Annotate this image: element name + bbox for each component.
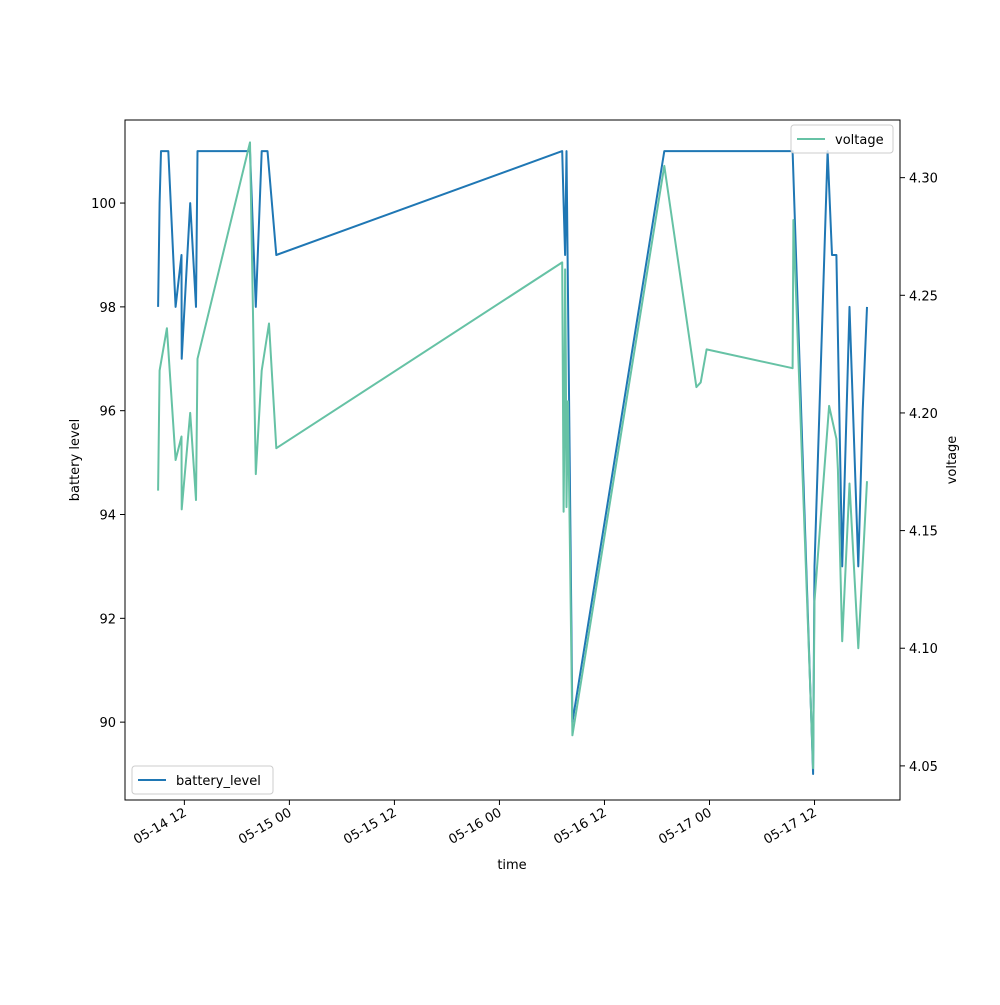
plot-frame: [124, 119, 901, 801]
y-right-tick-label: 4.10: [909, 642, 938, 657]
y-left-tick-label: 100: [91, 197, 116, 212]
legend-voltage: voltage: [790, 124, 894, 154]
legend-battery-level: battery_level: [131, 765, 274, 795]
x-tick-label: 05-15 12: [341, 805, 399, 847]
y-left-tick-label: 92: [99, 612, 116, 627]
y-left-tick-label: 96: [99, 405, 116, 420]
y-left-tick-label: 90: [99, 716, 116, 731]
x-axis-label: time: [497, 858, 526, 873]
y-axis-label-right: voltage: [945, 436, 960, 485]
y-left-tick-label: 94: [99, 509, 116, 524]
legend-box: [131, 765, 274, 795]
x-tick-label: 05-16 12: [551, 805, 609, 847]
y-right-tick-label: 4.15: [909, 525, 938, 540]
y-right-tick-label: 4.30: [909, 172, 938, 187]
x-tick-label: 05-14 12: [131, 805, 189, 847]
y-right-tick-label: 4.20: [909, 407, 938, 422]
lines-layer: [157, 141, 868, 775]
x-tick-label: 05-15 00: [236, 805, 294, 847]
legend-label-battery-level: battery_level: [176, 774, 261, 789]
y-right-tick-label: 4.25: [909, 289, 938, 304]
legend-box: [790, 124, 894, 154]
y-right-tick-label: 4.05: [909, 760, 938, 775]
x-tick-label: 05-16 00: [446, 805, 504, 847]
x-tick-label: 05-17 00: [656, 805, 714, 847]
y-axis-label-left: battery level: [68, 419, 83, 502]
series-line-voltage: [157, 141, 868, 770]
y-left-tick-label: 98: [99, 301, 116, 316]
legend-label-voltage: voltage: [835, 133, 884, 148]
series-line-battery-level: [157, 150, 868, 775]
x-tick-label: 05-17 12: [761, 805, 819, 847]
